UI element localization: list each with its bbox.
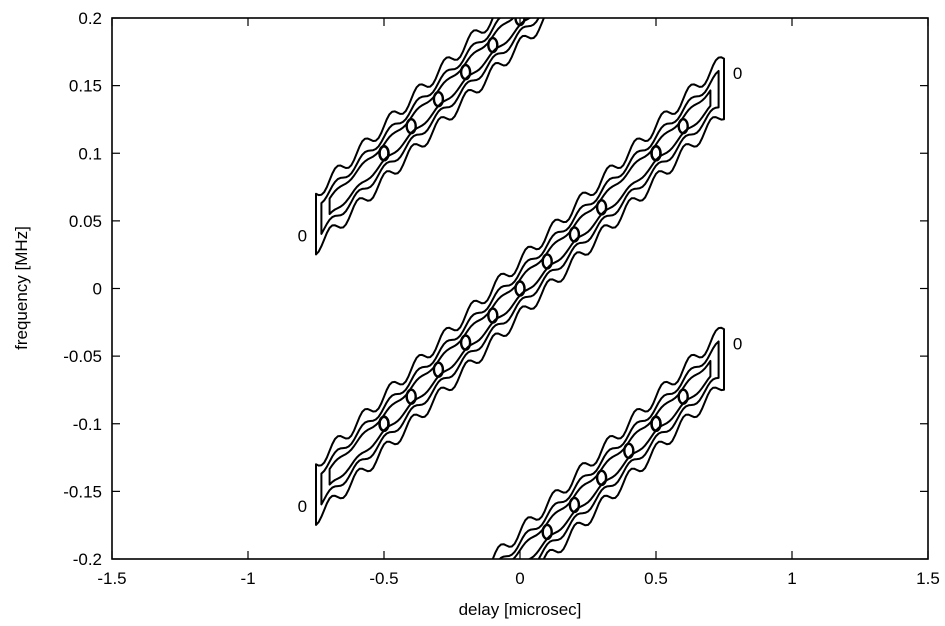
ridge-peak: [459, 63, 472, 81]
ridge-1-contour-2: [328, 89, 712, 486]
ridge-peak: [650, 415, 662, 432]
y-tick-label: 0.05: [69, 212, 102, 231]
y-tick-label: 0: [93, 280, 102, 299]
ridge-peak: [432, 361, 445, 378]
x-axis: -1.5 -1 -0.5 0 0.5 1 1.5: [97, 18, 940, 588]
ridge-peak: [405, 117, 417, 135]
ridge-peak: [378, 145, 390, 162]
ridge-1-contour-0: [315, 56, 725, 526]
ridge-peak: [432, 90, 445, 108]
plot-frame: [111, 17, 929, 560]
ridge-peak: [650, 145, 662, 162]
isolated-peak-label: 0: [298, 497, 307, 516]
ridge-1-contour-1: [320, 69, 720, 506]
ridge-peak: [459, 334, 472, 351]
isolated-peak-label: 0: [733, 335, 742, 354]
ridge-peak: [568, 226, 581, 243]
ridge-peak: [595, 469, 608, 487]
ridge-0-contour-1: [320, 18, 540, 235]
isolated-peaks: 0 0 0 0: [298, 64, 743, 516]
ridge-2-contour-2: [511, 359, 712, 559]
y-tick-label: 0.15: [69, 77, 102, 96]
y-axis: -0.2 -0.15 -0.1 -0.05 0 0.05 0.1 0.15 0.2: [63, 9, 928, 569]
isolated-peak-label: 0: [298, 226, 307, 245]
x-axis-title: delay [microsec]: [459, 600, 582, 619]
ridge-peak: [541, 523, 553, 541]
ridge-peak: [405, 388, 417, 405]
ridge-peak: [677, 117, 689, 135]
ridge-peak: [541, 253, 553, 270]
ridge-2-contour-0: [491, 326, 725, 559]
y-tick-label: -0.05: [63, 347, 102, 366]
x-tick-label: 0: [515, 569, 524, 588]
ridge-2-contour-1: [498, 340, 720, 559]
x-tick-label: 1.5: [916, 569, 940, 588]
ridge-0-contour-0: [315, 18, 545, 256]
ridge-peak: [487, 307, 499, 324]
x-tick-label: 1: [787, 569, 796, 588]
y-tick-label: -0.1: [73, 415, 102, 434]
isolated-peak-label: 0: [733, 64, 742, 83]
x-tick-label: 0.5: [644, 569, 668, 588]
y-tick-label: -0.15: [63, 482, 102, 501]
ridge-peak: [568, 496, 581, 514]
y-tick-label: 0.2: [78, 9, 102, 28]
x-tick-label: -0.5: [369, 569, 398, 588]
ridge-peak: [595, 199, 608, 216]
contour-layer: [315, 18, 725, 559]
y-axis-title: frequency [MHz]: [12, 226, 31, 350]
y-tick-label: 0.1: [78, 144, 102, 163]
x-tick-label: -1.5: [97, 569, 126, 588]
ridge-peak: [378, 415, 390, 432]
ridge-peak: [623, 442, 635, 459]
ridge-peak: [677, 388, 689, 405]
ridge-0-contour-2: [328, 18, 532, 216]
ridge-peak: [514, 280, 526, 297]
y-tick-label: -0.2: [73, 550, 102, 569]
ridge-peak: [487, 36, 499, 54]
x-tick-label: -1: [240, 569, 255, 588]
